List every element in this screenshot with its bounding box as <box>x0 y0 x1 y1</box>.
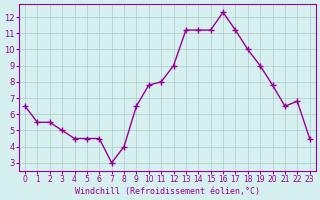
X-axis label: Windchill (Refroidissement éolien,°C): Windchill (Refroidissement éolien,°C) <box>75 187 260 196</box>
